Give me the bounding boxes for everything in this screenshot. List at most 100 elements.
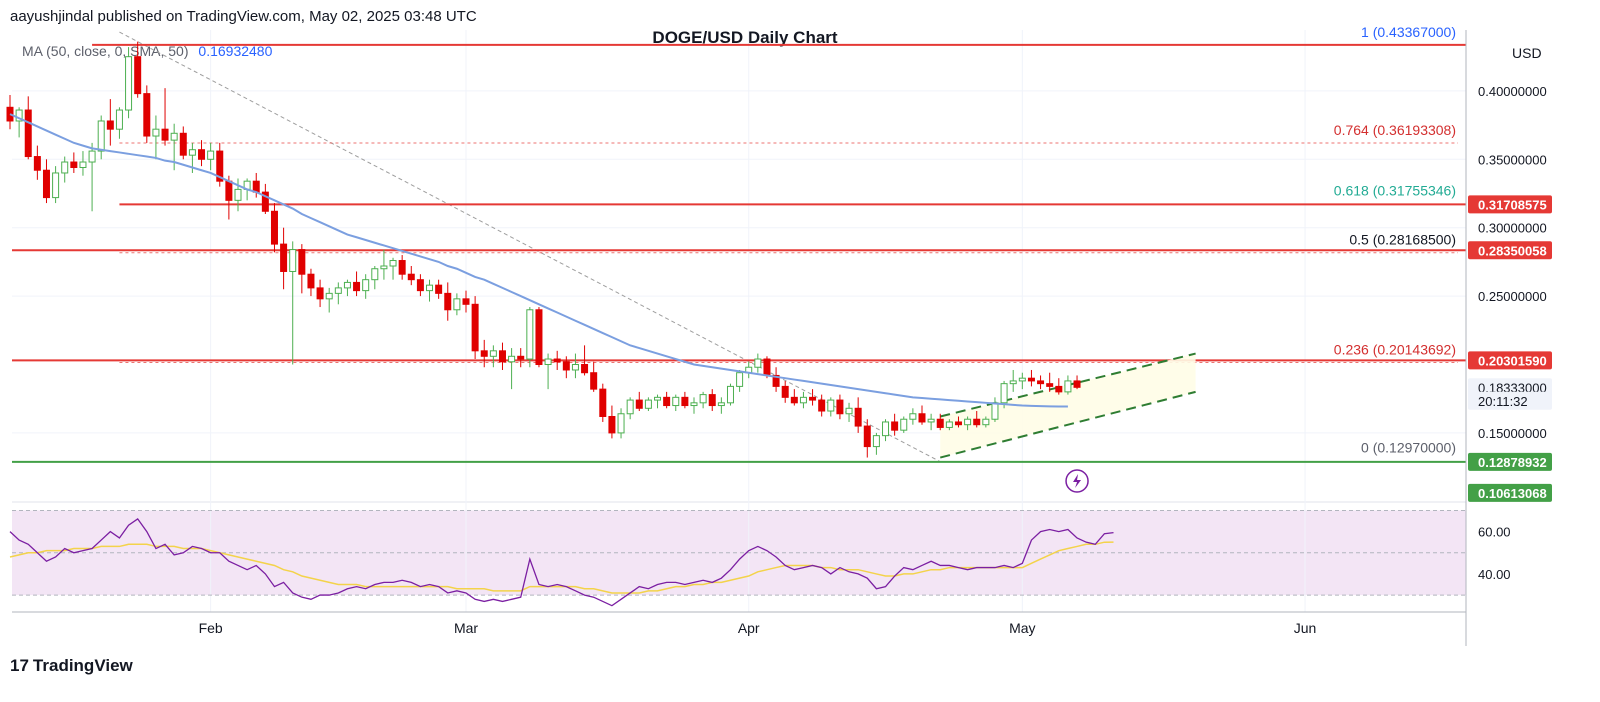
candle-body: [389, 260, 397, 267]
descending-trendline-segment: [119, 31, 941, 463]
candle-body: [398, 260, 406, 275]
rsi-tick-label: 40.00: [1478, 567, 1511, 582]
trend-channel: [939, 352, 1196, 459]
rsi-tick-label: 60.00: [1478, 525, 1511, 540]
lightning-bolt-icon: [1073, 474, 1082, 488]
candle-body: [1073, 380, 1081, 388]
fib-level-label: 0.236 (0.20143692): [1334, 342, 1456, 358]
ma-legend[interactable]: MA (50, close, 0, SMA, 50) 0.16932480: [22, 43, 272, 59]
candle-body: [882, 421, 890, 437]
candle-body: [571, 364, 579, 371]
price-axis-badge: [1468, 452, 1552, 471]
fib-level-label: 0 (0.12970000): [1361, 440, 1456, 456]
descending-trendline: [119, 31, 941, 463]
candle-body: [936, 418, 944, 428]
x-tick-label: Apr: [738, 620, 760, 636]
candle-body: [33, 156, 41, 171]
candle-body: [626, 399, 634, 415]
candle-body: [15, 109, 23, 122]
tradingview-logo-mark: 17: [10, 656, 29, 675]
candle-body: [964, 418, 972, 426]
candle-body: [225, 180, 233, 201]
candle-body: [498, 350, 506, 363]
candle-body: [270, 210, 278, 245]
candle-body: [61, 161, 69, 174]
candle-body: [489, 350, 497, 357]
candle-body: [298, 249, 306, 275]
fib-level-label: 1 (0.43367000): [1361, 24, 1456, 40]
price-tick-label: 0.25000000: [1478, 289, 1547, 304]
candle-body: [663, 396, 671, 407]
price-axis-badge-label: 0.12878932: [1478, 455, 1547, 470]
candle-body: [198, 149, 206, 160]
candle-body: [654, 396, 662, 401]
candle-body: [608, 415, 616, 434]
candle-body: [809, 396, 817, 401]
candle-body: [70, 161, 78, 168]
candle-body: [772, 374, 780, 387]
candle-body: [280, 243, 288, 272]
tradingview-logo[interactable]: 17 TradingView: [10, 656, 133, 676]
fib-level-label: 0.5 (0.28168500): [1349, 232, 1456, 248]
candle-body: [115, 109, 123, 130]
time-axis: Feb Mar Apr May Jun: [12, 611, 1466, 636]
ma-line: [9, 113, 1068, 408]
candle-body: [1027, 377, 1035, 382]
candle-body: [681, 396, 689, 407]
candle-body: [854, 407, 862, 427]
candle-body: [1000, 383, 1008, 404]
price-tick-label: 0.35000000: [1478, 152, 1547, 167]
candle-body: [316, 287, 324, 300]
candle-body: [872, 435, 880, 448]
currency-label[interactable]: USD: [1512, 45, 1542, 61]
rsi-ma-polyline: [9, 541, 1114, 594]
candle-body: [216, 150, 224, 182]
candle-body: [471, 303, 479, 352]
candle-body: [207, 150, 215, 160]
candle-body: [362, 279, 370, 292]
candle-body: [818, 399, 826, 412]
chart-title: DOGE/USD Daily Chart: [652, 28, 838, 47]
price-axis-badge-label: 0.20301590: [1478, 353, 1547, 368]
candle-body: [188, 149, 196, 156]
candle-body: [106, 120, 114, 130]
candle-body: [161, 128, 169, 141]
rsi-pane: [9, 509, 1466, 607]
candle-body: [827, 399, 835, 412]
candle-body: [599, 388, 607, 417]
candle-body: [444, 292, 452, 311]
trend-channel-lower: [939, 390, 1196, 459]
price-axis-badge-label: 20:11:32: [1478, 394, 1528, 409]
fib-level-label: 0.764 (0.36193308): [1334, 122, 1456, 138]
candle-body: [763, 358, 771, 376]
candle-body: [863, 425, 871, 448]
fib-level-label: 0.618 (0.31755346): [1334, 183, 1456, 199]
candle-body: [24, 109, 32, 158]
candle-body: [179, 132, 187, 156]
candle-body: [234, 188, 242, 201]
candle-body: [289, 249, 297, 272]
candle-body: [52, 172, 60, 199]
candle-body: [453, 298, 461, 311]
price-axis-badge-label: 0.28350058: [1478, 243, 1547, 258]
candle-body: [690, 402, 698, 407]
price-axis-badge: [1468, 195, 1552, 214]
candle-body: [526, 309, 534, 360]
ma-polyline: [9, 113, 1068, 408]
candle-body: [991, 402, 999, 420]
trend-channel-fill: [940, 353, 1196, 458]
candle-body: [407, 273, 415, 281]
candle-body: [325, 292, 333, 300]
ma-legend-label: MA (50, close, 0, SMA, 50): [22, 43, 189, 59]
misc-marks: [1065, 469, 1089, 493]
tradingview-logo-text: TradingView: [32, 656, 133, 675]
candle-body: [380, 265, 388, 270]
candle-body: [334, 287, 342, 294]
price-axis-badge: [1468, 391, 1552, 410]
price-tick-label: 0.40000000: [1478, 84, 1547, 99]
candle-body: [170, 132, 178, 141]
candle-body: [261, 191, 269, 212]
candle-body: [562, 361, 570, 371]
candle-body: [79, 161, 87, 168]
